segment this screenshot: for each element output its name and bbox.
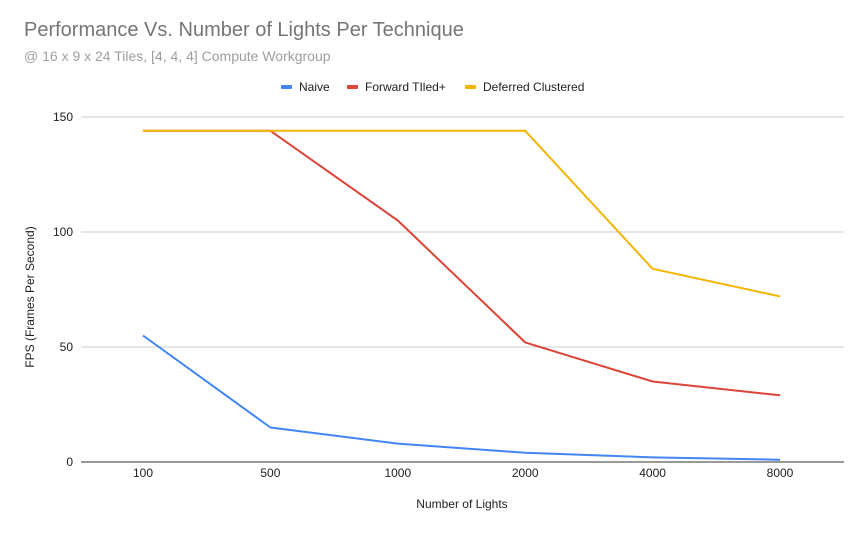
x-tick-label: 500 [260,466,280,480]
legend-swatch [465,85,476,89]
x-tick-label: 1000 [384,466,411,480]
x-tick-label: 100 [133,466,153,480]
gridlines [81,116,844,463]
series-lines [142,129,781,461]
x-tick-label: 2000 [512,466,539,480]
y-tick-label: 0 [66,455,73,469]
x-axis-ticks: 100 500 1000 2000 4000 8000 [133,466,794,480]
legend-swatch [347,85,358,89]
legend-label: Deferred Clustered [483,80,584,94]
x-tick-label: 8000 [767,466,794,480]
legend: Naive Forward TIled+ Deferred Clustered [281,80,584,94]
legend-label: Forward TIled+ [365,80,446,94]
legend-label: Naive [299,80,330,94]
chart-subtitle: @ 16 x 9 x 24 Tiles, [4, 4, 4] Compute W… [24,48,331,64]
series-line-forward-tiled [143,129,781,397]
y-tick-label: 150 [53,110,73,124]
x-tick-label: 4000 [639,466,666,480]
series-line-deferred-clustered [143,129,781,298]
y-tick-label: 100 [53,225,73,239]
y-tick-label: 50 [60,340,74,354]
legend-swatch [281,85,292,89]
y-axis-title: FPS (Frames Per Second) [23,226,37,367]
series-line-naive [142,334,781,461]
x-axis-title: Number of Lights [416,497,507,511]
chart-title: Performance Vs. Number of Lights Per Tec… [24,19,464,41]
y-axis-ticks: 0 50 100 150 [53,110,73,469]
